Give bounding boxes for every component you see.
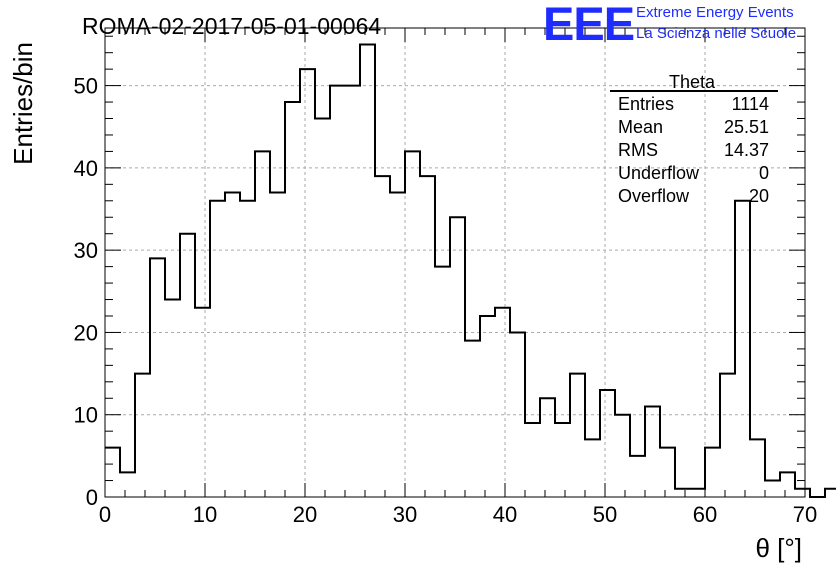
stats-label-mean: Mean bbox=[618, 117, 663, 137]
y-axis-label: Entries/bin bbox=[8, 42, 38, 165]
histogram-bin bbox=[795, 489, 810, 497]
histogram-bin bbox=[225, 193, 240, 497]
stats-value-mean: 25.51 bbox=[724, 117, 769, 137]
histogram-bin bbox=[315, 119, 330, 497]
stats-box: Theta Entries 1114 Mean 25.51 RMS 14.37 … bbox=[610, 72, 778, 206]
stats-label-entries: Entries bbox=[618, 94, 674, 114]
histogram-bin bbox=[720, 374, 735, 497]
stats-title: Theta bbox=[669, 72, 716, 92]
histogram-bin bbox=[615, 415, 630, 497]
logo-line-2: La Scienza nelle Scuole bbox=[636, 25, 796, 42]
histogram-bin bbox=[660, 448, 675, 497]
histogram-bin bbox=[540, 398, 555, 497]
histogram-bin bbox=[480, 316, 495, 497]
histogram-bin bbox=[435, 267, 450, 497]
histogram-bin bbox=[705, 448, 720, 497]
histogram-bin bbox=[495, 308, 510, 497]
histogram-bin bbox=[360, 44, 375, 497]
stats-label-overflow: Overflow bbox=[618, 186, 690, 206]
histogram-bin bbox=[420, 176, 435, 497]
x-tick-label: 60 bbox=[693, 502, 717, 527]
stats-label-rms: RMS bbox=[618, 140, 658, 160]
x-tick-label: 50 bbox=[593, 502, 617, 527]
chart-title: ROMA-02-2017-05-01-00064 bbox=[82, 13, 381, 39]
histogram-bin bbox=[825, 489, 836, 497]
histogram-bin bbox=[570, 374, 585, 497]
histogram-bin bbox=[270, 193, 285, 497]
histogram-bin bbox=[105, 448, 120, 497]
logo-line-1: Extreme Energy Events bbox=[636, 4, 794, 21]
x-tick-label: 30 bbox=[393, 502, 417, 527]
histogram-bin bbox=[300, 69, 315, 497]
histogram-bin bbox=[195, 308, 210, 497]
y-tick-label: 40 bbox=[74, 156, 98, 181]
x-tick-label: 0 bbox=[99, 502, 111, 527]
x-tick-labels: 0 10 20 30 40 50 60 70 bbox=[99, 502, 817, 527]
histogram-bin bbox=[510, 332, 525, 497]
histogram-bin bbox=[345, 86, 360, 497]
stats-value-underflow: 0 bbox=[759, 163, 769, 183]
histogram-bin bbox=[525, 423, 540, 497]
histogram-bin bbox=[600, 390, 615, 497]
y-tick-label: 10 bbox=[74, 403, 98, 428]
x-tick-label: 10 bbox=[193, 502, 217, 527]
histogram-bin bbox=[255, 151, 270, 497]
histogram-bin bbox=[555, 423, 570, 497]
y-tick-label: 50 bbox=[74, 74, 98, 99]
histogram-bin bbox=[585, 439, 600, 497]
x-tick-label: 20 bbox=[293, 502, 317, 527]
y-tick-label: 20 bbox=[74, 320, 98, 345]
stats-value-rms: 14.37 bbox=[724, 140, 769, 160]
histogram-bin bbox=[735, 201, 750, 497]
histogram-bin bbox=[240, 201, 255, 497]
axis-ticks bbox=[104, 28, 806, 498]
histogram-bin bbox=[405, 151, 420, 497]
stats-value-entries: 1114 bbox=[732, 94, 769, 114]
histogram-bins bbox=[105, 44, 836, 497]
histogram-outline bbox=[105, 43, 836, 498]
logo-word: EEE bbox=[543, 0, 634, 50]
histogram-bin bbox=[165, 300, 180, 497]
stats-value-overflow: 20 bbox=[749, 186, 769, 206]
histogram-bin bbox=[645, 406, 660, 497]
x-axis-label: θ [°] bbox=[755, 533, 802, 563]
histogram-bin bbox=[450, 217, 465, 497]
histogram-bin bbox=[780, 472, 795, 497]
histogram-bin bbox=[630, 456, 645, 497]
histogram-bin bbox=[750, 439, 765, 497]
histogram-bin bbox=[765, 481, 780, 497]
histogram-bin bbox=[465, 341, 480, 497]
y-tick-label: 30 bbox=[74, 238, 98, 263]
histogram-bin bbox=[330, 86, 345, 497]
histogram-bin bbox=[675, 489, 690, 497]
histogram-bin bbox=[150, 258, 165, 497]
y-tick-label: 0 bbox=[86, 485, 98, 510]
y-tick-labels: 0 10 20 30 40 50 bbox=[74, 74, 98, 510]
x-tick-label: 70 bbox=[793, 502, 817, 527]
histogram-bin bbox=[210, 201, 225, 497]
stats-label-underflow: Underflow bbox=[618, 163, 700, 183]
histogram-bin bbox=[390, 193, 405, 497]
grid-lines bbox=[105, 28, 805, 497]
x-tick-label: 40 bbox=[493, 502, 517, 527]
histogram-bin bbox=[375, 176, 390, 497]
eee-logo: EEE Extreme Energy Events La Scienza nel… bbox=[543, 0, 796, 50]
histogram-bin bbox=[285, 102, 300, 497]
plot-frame bbox=[104, 27, 806, 498]
histogram-bin bbox=[135, 374, 150, 497]
histogram-bin bbox=[690, 489, 705, 497]
histogram-bin bbox=[120, 472, 135, 497]
histogram-bin bbox=[180, 234, 195, 497]
